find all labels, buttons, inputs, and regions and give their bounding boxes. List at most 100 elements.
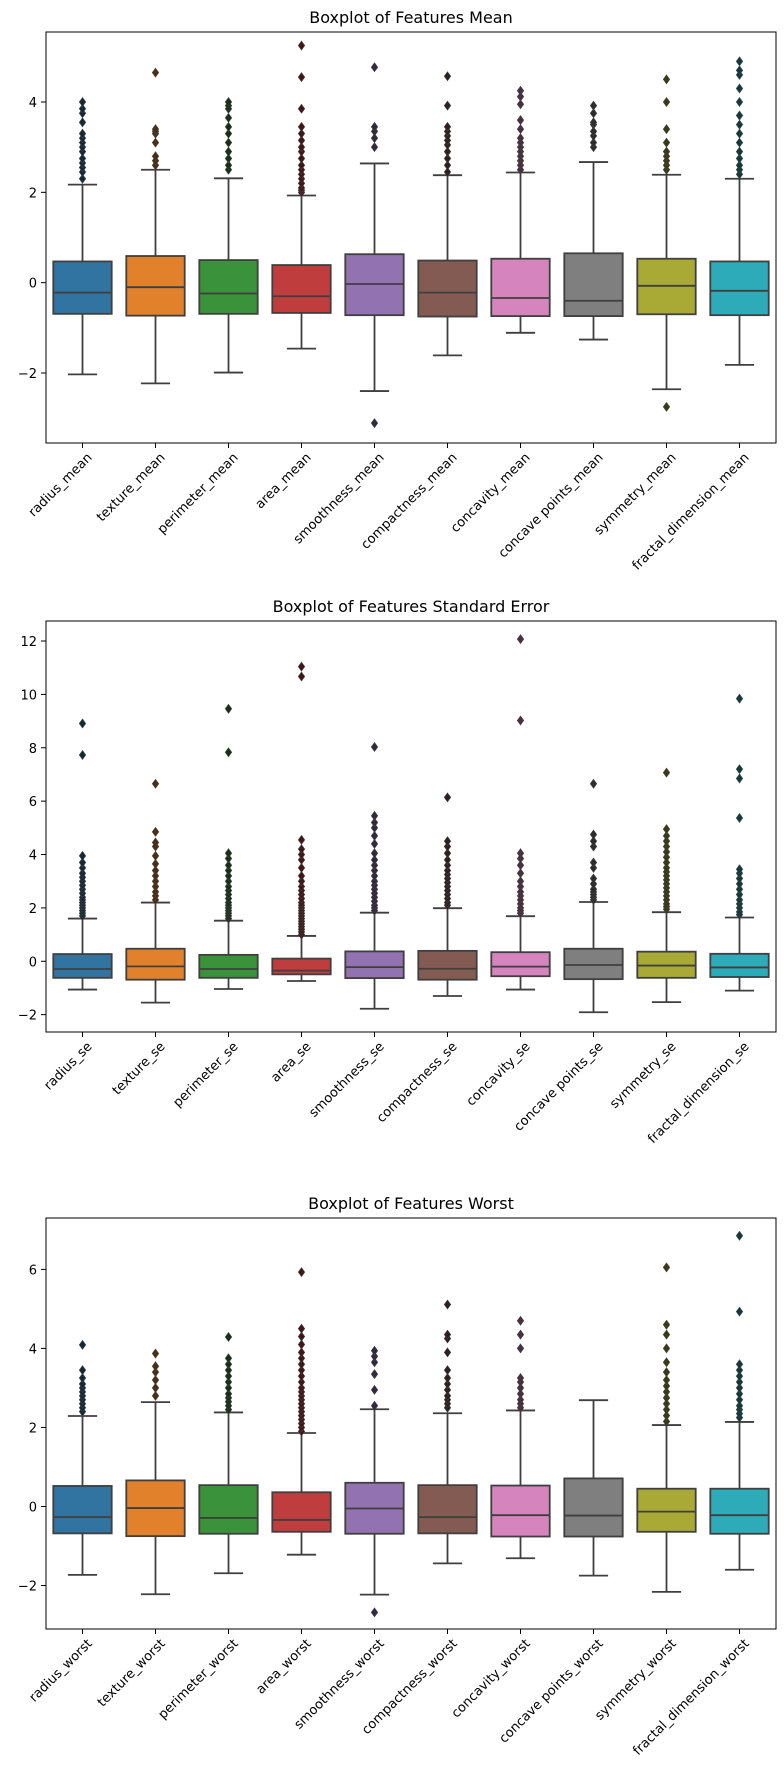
- outlier-point: [297, 661, 306, 672]
- outlier-point: [78, 153, 87, 164]
- outlier-point: [297, 870, 306, 881]
- box-area_mean: [271, 40, 332, 350]
- y-tick-label: 8: [29, 742, 37, 757]
- outlier-point: [370, 810, 379, 821]
- box-perimeter_worst: [198, 1331, 259, 1575]
- outlier-point: [662, 1319, 671, 1330]
- outlier-point: [224, 747, 233, 758]
- outlier-point: [589, 137, 598, 148]
- box-perimeter_mean: [198, 96, 259, 374]
- x-tick-label: perimeter_mean: [155, 450, 242, 537]
- outlier-point: [151, 876, 160, 887]
- outlier-point: [662, 1380, 671, 1391]
- y-tick-label: −2: [18, 1009, 37, 1024]
- outlier-point: [735, 65, 744, 76]
- outlier-point: [224, 1388, 233, 1399]
- outlier-point: [735, 153, 744, 164]
- outlier-point: [224, 876, 233, 887]
- outlier-point: [370, 1400, 379, 1411]
- outlier-point: [735, 812, 744, 823]
- outlier-point: [735, 83, 744, 94]
- outlier-point: [151, 1361, 160, 1372]
- box-body: [490, 1484, 551, 1538]
- outlier-point: [589, 862, 598, 873]
- box-body: [563, 1477, 624, 1538]
- outlier-point: [297, 160, 306, 171]
- outlier-point: [224, 1365, 233, 1376]
- outlier-point: [735, 146, 744, 157]
- box-smoothness_worst: [344, 1345, 405, 1618]
- outlier-point: [443, 121, 452, 132]
- outlier-point: [224, 860, 233, 871]
- box-concave points_worst: [563, 1399, 624, 1577]
- outlier-point: [370, 142, 379, 153]
- outlier-point: [370, 848, 379, 859]
- box-body: [563, 252, 624, 317]
- outlier-point: [224, 703, 233, 714]
- box-body: [490, 257, 551, 317]
- outlier-point: [662, 96, 671, 108]
- outlier-point: [662, 1343, 671, 1354]
- box-texture_worst: [125, 1348, 186, 1596]
- box-texture_se: [125, 778, 186, 1004]
- box-fractal_dimension_worst: [709, 1230, 770, 1571]
- boxplot-chart-1: Boxplot of Features Standard Error −2 0 2 4 6…: [18, 597, 777, 1147]
- box-smoothness_mean: [344, 62, 405, 429]
- outlier-point: [662, 857, 671, 868]
- outlier-point: [662, 852, 671, 863]
- outlier-point: [516, 1329, 525, 1340]
- y-tick-label: 2: [29, 902, 37, 917]
- outlier-point: [297, 103, 306, 114]
- outlier-point: [735, 160, 744, 171]
- y-tick-label: 6: [29, 1263, 37, 1278]
- outlier-point: [735, 96, 744, 108]
- outlier-point: [78, 1378, 87, 1389]
- x-tick-label: perimeter_se: [170, 1039, 241, 1110]
- outlier-point: [443, 1347, 452, 1358]
- outlier-point: [589, 857, 598, 868]
- outlier-point: [443, 71, 452, 82]
- y-tick-label: 6: [29, 795, 37, 810]
- box-body: [52, 953, 113, 979]
- outlier-point: [589, 778, 598, 789]
- outlier-point: [735, 1365, 744, 1376]
- outlier-point: [370, 1384, 379, 1395]
- outlier-point: [297, 862, 306, 873]
- outlier-point: [370, 838, 379, 849]
- outlier-point: [370, 62, 379, 73]
- outlier-point: [224, 153, 233, 164]
- outlier-point: [224, 121, 233, 132]
- plot-frame: [45, 620, 777, 1033]
- outlier-point: [443, 1329, 452, 1340]
- outlier-point: [297, 1267, 306, 1278]
- outlier-point: [735, 119, 744, 130]
- box-body: [52, 260, 113, 315]
- outlier-point: [297, 671, 306, 682]
- outlier-point: [662, 767, 671, 778]
- outlier-point: [443, 1378, 452, 1389]
- outlier-point: [443, 836, 452, 847]
- box-compactness_se: [417, 792, 478, 997]
- outlier-point: [516, 860, 525, 871]
- outlier-point: [370, 870, 379, 881]
- outlier-point: [443, 841, 452, 852]
- outlier-point: [735, 128, 744, 139]
- outlier-point: [589, 836, 598, 847]
- x-tick-label: fractal_dimension_worst: [630, 1636, 752, 1758]
- outlier-point: [443, 166, 452, 178]
- outlier-point: [151, 67, 160, 78]
- box-body: [563, 947, 624, 981]
- outlier-point: [443, 1299, 452, 1310]
- outlier-point: [370, 133, 379, 144]
- box-area_se: [271, 661, 332, 982]
- outlier-point: [735, 864, 744, 875]
- outlier-point: [224, 137, 233, 148]
- outlier-point: [735, 110, 744, 121]
- outlier-point: [516, 715, 525, 726]
- outlier-point: [297, 881, 306, 892]
- y-tick-label: 4: [29, 96, 37, 111]
- outlier-point: [297, 142, 306, 153]
- outlier-point: [516, 886, 525, 897]
- box-compactness_mean: [417, 71, 478, 357]
- outlier-point: [735, 1230, 744, 1241]
